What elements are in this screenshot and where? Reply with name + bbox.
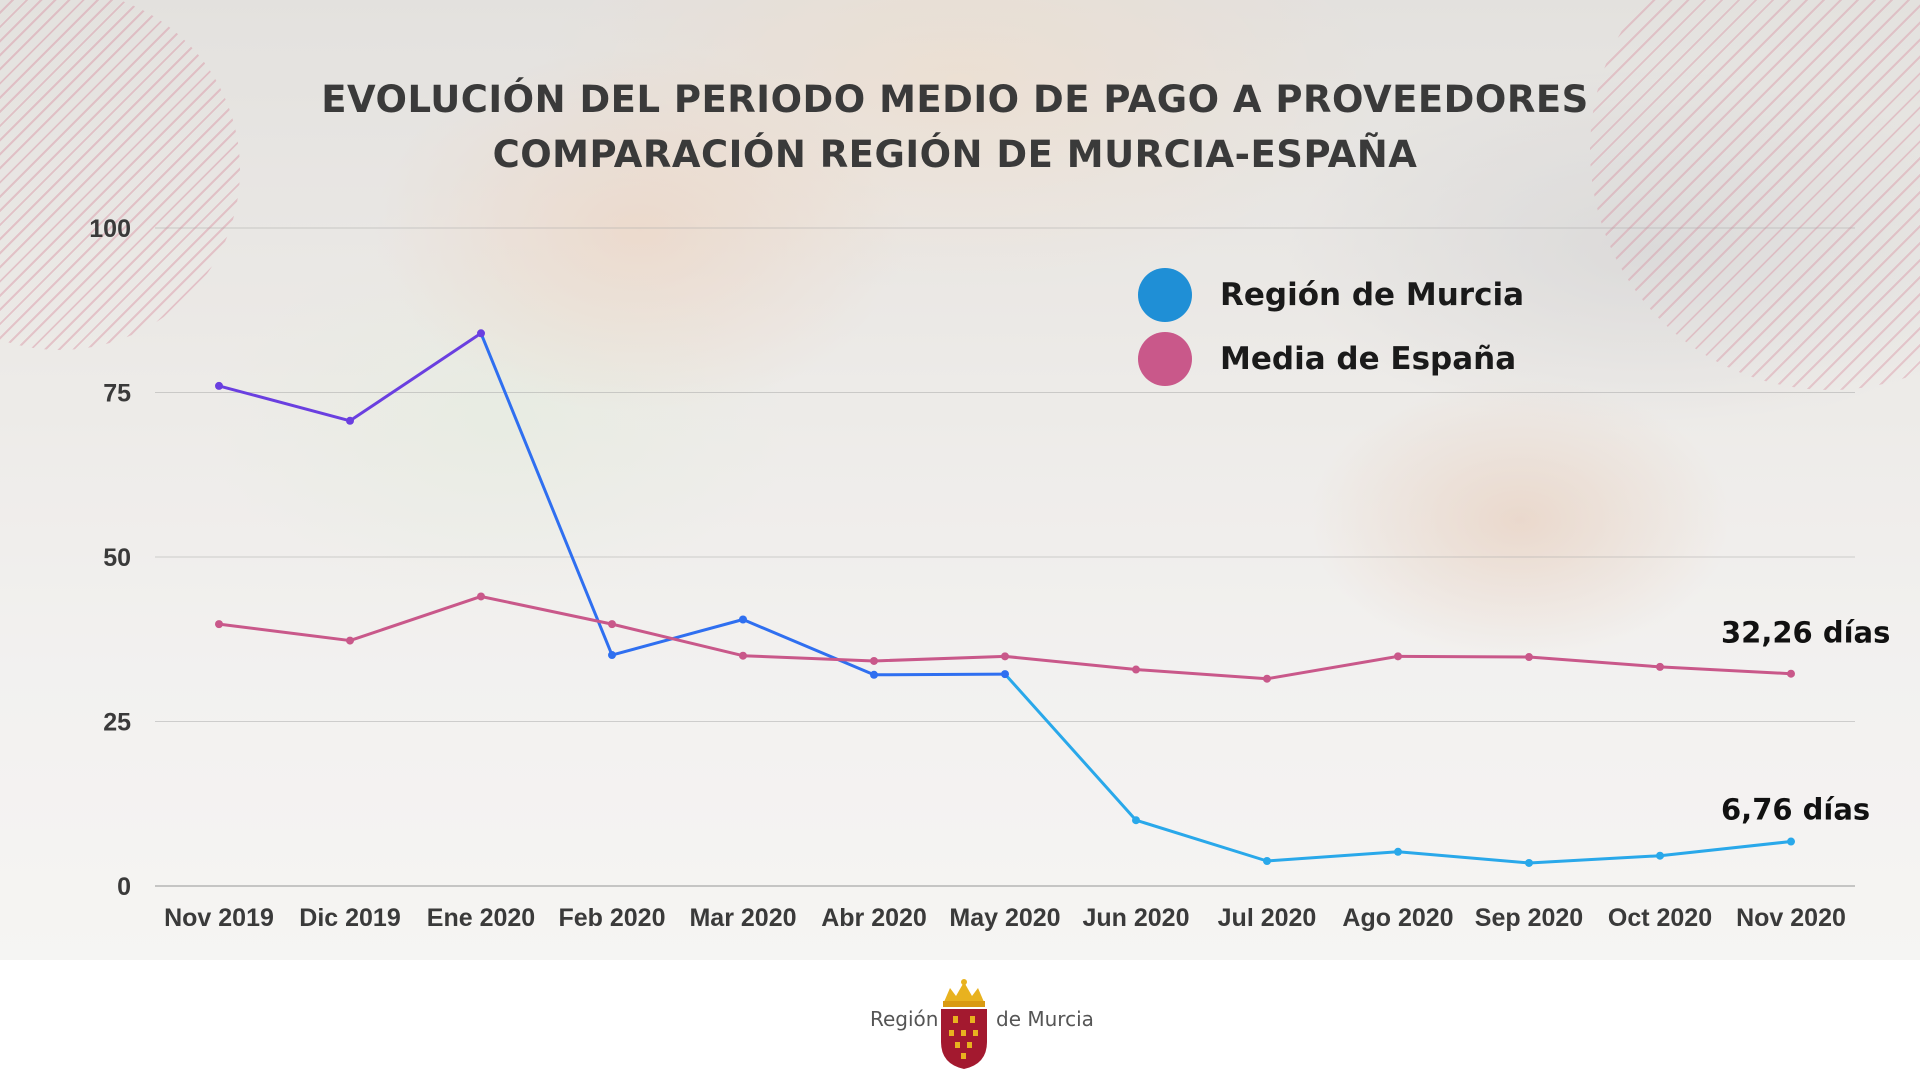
data-point [215,620,223,629]
data-point [477,329,485,338]
end-value-annotation: 32,26 días [1721,616,1890,650]
legend-marker-murcia [1138,268,1192,322]
data-point [1525,858,1533,867]
legend-label-espana: Media de España [1220,341,1517,377]
series-line-segment [479,594,614,626]
footer-logo-text-right: de Murcia [996,1007,1094,1031]
data-point [608,620,616,629]
y-tick-label: 75 [103,380,131,408]
data-point [346,416,354,425]
chart-background [0,0,1920,960]
legend-marker-espana [1138,332,1192,386]
x-tick-label: Abr 2020 [821,904,927,932]
x-tick-label: Feb 2020 [558,904,665,932]
series-line-segment [479,331,614,657]
data-point [1263,856,1271,865]
x-tick-label: Jun 2020 [1082,904,1189,932]
end-value-annotation: 6,76 días [1721,793,1870,827]
series-line-segment [217,384,352,423]
x-tick-label: Ene 2020 [427,904,535,932]
series-line-segment [1527,655,1662,669]
series-line-segment [1265,850,1400,863]
x-tick-label: Ago 2020 [1342,904,1453,932]
x-tick-label: Jul 2020 [1218,904,1317,932]
data-point [870,670,878,679]
chart-subtitle: COMPARACIÓN REGIÓN DE MURCIA-ESPAÑA [492,133,1418,176]
series-line-segment [1265,654,1400,681]
data-point [1132,816,1140,825]
series-line-segment [348,594,483,643]
line-chart: 0 25 50 75 100 Nov 2019 Dic 2019 Ene 2020 Feb 20… [89,215,1890,932]
data-point [1394,847,1402,856]
data-point [739,615,747,624]
series-line-segment [1003,672,1138,822]
series-line-segment [610,622,745,658]
data-point [608,651,616,660]
y-tick-label: 100 [89,215,131,243]
background-wash [0,0,1920,960]
x-tick-label: Nov 2019 [164,904,274,932]
legend-item-murcia: Región de Murcia [1138,268,1524,322]
data-point [870,656,878,665]
data-point [1787,669,1795,678]
data-point [1263,674,1271,683]
x-tick-label: Mar 2020 [689,904,796,932]
y-tick-label: 50 [103,544,131,572]
data-point [1394,652,1402,661]
series-line-segment [1134,818,1269,863]
series-line-segment [1527,854,1662,865]
chart-title: EVOLUCIÓN DEL PERIODO MEDIO DE PAGO A PR… [321,78,1589,121]
series-line-segment [610,618,745,657]
data-point [1132,665,1140,674]
data-point [1525,653,1533,662]
series-line-segment [741,654,876,663]
series-line-segment [872,672,1007,677]
series-line-segment [1658,665,1793,676]
data-point [477,592,485,601]
region-murcia-crest-icon [941,979,987,1069]
footer-logo-text-left: Región [870,1007,939,1031]
data-point [1001,670,1009,679]
data-point [346,636,354,645]
legend-label-murcia: Región de Murcia [1220,277,1525,313]
series-line-segment [217,622,352,643]
y-tick-label: 25 [103,709,131,737]
y-tick-label: 0 [117,873,131,901]
legend-item-espana: Media de España [1138,332,1516,386]
data-point [215,381,223,390]
data-point [1656,662,1664,671]
series-line-segment [1003,654,1138,672]
x-tick-label: Sep 2020 [1475,904,1583,932]
data-point [1001,652,1009,661]
series-line-segment [872,654,1007,663]
x-tick-label: Dic 2019 [299,904,400,932]
data-point [1787,837,1795,846]
series-line-segment [1658,840,1793,858]
series-line-segment [1396,654,1531,659]
x-tick-label: Oct 2020 [1608,904,1712,932]
data-point [1656,851,1664,860]
x-tick-label: May 2020 [949,904,1060,932]
series-line-segment [1396,850,1531,865]
series-line-segment [1134,668,1269,681]
data-point [739,651,747,660]
x-tick-label: Nov 2020 [1736,904,1846,932]
series-line-segment [348,331,483,423]
series-line-segment [741,618,876,677]
